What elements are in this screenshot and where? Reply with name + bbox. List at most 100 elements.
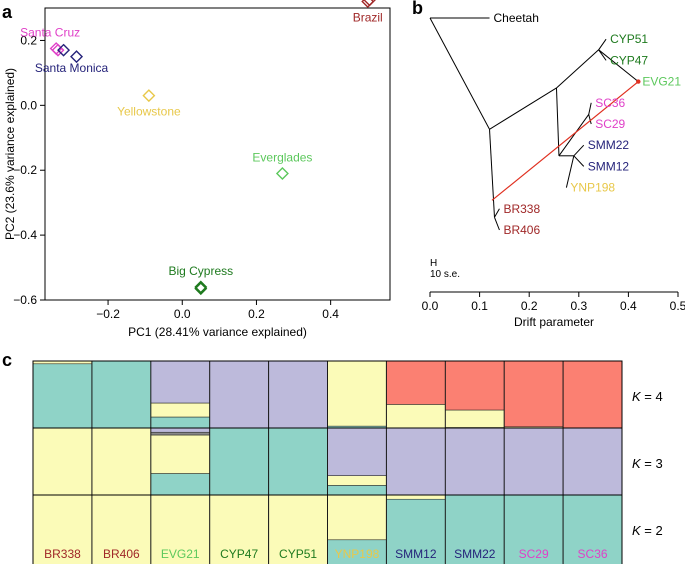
admixture-segment — [562, 360, 623, 432]
tree-branch — [588, 114, 592, 125]
pca-point — [275, 166, 289, 180]
tree-scale-bar: H — [430, 258, 437, 269]
tree-scale-label: 10 s.e. — [430, 269, 460, 280]
admixture-segment — [386, 404, 446, 432]
tree-branch — [556, 49, 599, 89]
tree-x-tick-label: 0.4 — [620, 299, 637, 313]
admixture-segment — [32, 427, 93, 499]
admixture-segment — [386, 498, 446, 564]
pca-y-tick-label: 0.0 — [20, 98, 37, 112]
admixture-segment — [327, 360, 387, 427]
panel-label-b: b — [412, 0, 423, 18]
pca-group-label: Yellowstone — [117, 105, 181, 119]
tree-leaf-label: EVG21 — [642, 75, 681, 89]
tree-x-tick-label: 0.2 — [521, 299, 538, 313]
admixture-segment — [32, 494, 93, 564]
tree-leaf-label: CYP51 — [610, 32, 648, 46]
pca-y-tick-label: −0.6 — [13, 293, 37, 307]
admixture-k-label: K = 3 — [632, 456, 663, 471]
admixture-k-value: = 2 — [641, 523, 663, 538]
tree-branch — [558, 114, 590, 157]
admixture-segment — [503, 427, 564, 499]
admixture-segment — [386, 360, 446, 405]
tree-branch — [573, 144, 585, 157]
admixture-segment — [445, 494, 505, 564]
admixture-segment — [150, 494, 210, 564]
admixture-sample-label: EVG21 — [161, 547, 200, 561]
tree-branch — [555, 87, 560, 156]
admixture-panel-frame — [32, 494, 623, 564]
admixture-segment — [150, 473, 210, 499]
tree-leaf-label: YNP198 — [570, 181, 615, 195]
pca-point — [194, 280, 208, 294]
pca-group-label: Santa Monica — [35, 61, 109, 75]
tree-leaf-label: CYP47 — [610, 53, 648, 67]
pca-scatter-panel: −0.2 0.0 0.2 0.4 −0.6 −0.4 −0.2 0.0 0.2 PC1 (28.4… — [3, 0, 391, 339]
pca-x-tick-label: 0.2 — [248, 307, 265, 321]
admixture-sample-label: YNP198 — [335, 547, 380, 561]
admixture-segment — [209, 427, 269, 499]
pca-group-label: Brazil — [353, 11, 383, 25]
pca-x-tick-label: −0.2 — [96, 307, 120, 321]
pca-x-axis-label: PC1 (28.41% variance explained) — [128, 325, 307, 339]
admixture-k-letter: K — [632, 389, 642, 404]
admixture-k-letter: K — [632, 523, 642, 538]
pca-point — [70, 50, 84, 64]
admixture-k-letter: K — [632, 456, 642, 471]
tree-branch — [565, 155, 575, 188]
admixture-segment — [445, 409, 505, 428]
tree-branch — [489, 129, 495, 218]
admixture-sample-label: BR406 — [103, 547, 140, 561]
admixture-sample-label: CYP47 — [220, 547, 258, 561]
migration-edge — [491, 81, 639, 201]
admixture-segment — [445, 427, 505, 499]
migration-arrow-head — [636, 79, 641, 84]
tree-x-tick-label: 0.5 — [670, 299, 685, 313]
tree-leaf-label: SC36 — [595, 96, 625, 110]
pca-group-label: Santa Cruz — [20, 26, 80, 40]
tree-branch — [494, 217, 500, 231]
admixture-segment — [91, 360, 152, 432]
admixture-segment — [327, 494, 387, 541]
pca-group-label: Everglades — [252, 150, 312, 164]
admixture-k-label: K = 2 — [632, 523, 663, 538]
pca-y-tick-label: −0.4 — [13, 228, 37, 242]
pca-point — [363, 0, 376, 7]
admixture-segment — [327, 427, 387, 476]
admixture-segment — [386, 427, 446, 499]
tree-x-tick-label: 0.1 — [471, 299, 488, 313]
pca-x-tick-label: 0.0 — [174, 307, 191, 321]
admixture-segment — [209, 494, 269, 564]
panel-label-c: c — [2, 350, 12, 370]
admixture-segment — [150, 360, 210, 404]
admixture-segment — [268, 427, 328, 499]
admixture-segment — [91, 427, 152, 499]
tree-branch — [598, 38, 607, 51]
admixture-segment — [268, 494, 328, 564]
tree-leaf-label: Cheetah — [494, 11, 539, 25]
pca-x-tick-label: 0.4 — [322, 307, 339, 321]
pca-point — [194, 282, 208, 296]
tree-leaf-label: BR338 — [503, 202, 540, 216]
pca-group-label: Big Cypress — [168, 264, 233, 278]
admixture-segment — [327, 475, 387, 486]
admixture-segment — [445, 360, 505, 411]
tree-leaf-label: SMM12 — [588, 159, 630, 173]
pca-point — [142, 89, 156, 103]
admixture-sample-label: SC36 — [578, 547, 608, 561]
pca-y-tick-label: 0.2 — [20, 33, 37, 47]
admixture-segment — [91, 494, 152, 564]
admixture-k-value: = 4 — [641, 389, 663, 404]
admixture-segment — [150, 402, 210, 418]
admixture-sample-label: SMM22 — [454, 547, 496, 561]
admixture-segment — [32, 363, 93, 432]
admixture-segment — [503, 494, 564, 564]
admixture-sample-label: SMM12 — [395, 547, 437, 561]
tree-branch — [489, 87, 557, 130]
tree-x-axis-label: Drift parameter — [514, 315, 594, 329]
pca-plot-frame — [44, 7, 391, 301]
tree-branch — [494, 208, 500, 218]
admixture-segment — [386, 494, 446, 500]
admixture-segment — [268, 360, 328, 432]
